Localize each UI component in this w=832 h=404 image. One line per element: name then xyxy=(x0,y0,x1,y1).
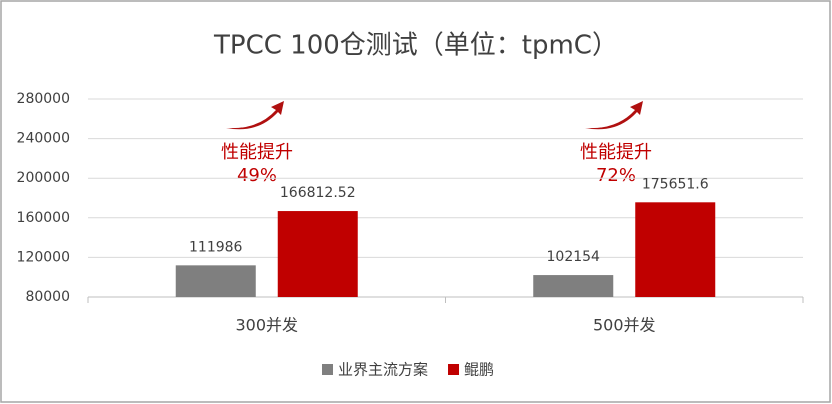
y-tick-label: 200000 xyxy=(17,170,70,186)
bar xyxy=(277,211,358,297)
annotation: 72% xyxy=(596,165,636,186)
bar xyxy=(533,275,614,297)
annotation: 性能提升 xyxy=(580,142,652,163)
legend-label: 鲲鹏 xyxy=(464,361,494,379)
chart-title: TPCC 100仓测试（单位：tpmC） xyxy=(213,31,618,61)
legend-swatch xyxy=(448,364,460,375)
bar xyxy=(175,265,256,297)
annotation-arrow xyxy=(226,101,643,130)
y-tick-label: 160000 xyxy=(17,210,70,226)
x-tick-label: 300并发 xyxy=(235,316,298,335)
annotation: 49% xyxy=(237,165,277,186)
y-tick-label: 120000 xyxy=(17,249,70,265)
annotation: 性能提升 xyxy=(221,142,293,163)
data-label: 102154 xyxy=(547,249,601,265)
y-tick-label: 280000 xyxy=(17,91,70,107)
legend-label: 业界主流方案 xyxy=(338,361,428,379)
legend-swatch xyxy=(322,364,333,375)
data-label: 175651.6 xyxy=(642,176,709,192)
x-tick-label: 500并发 xyxy=(593,316,656,335)
bar xyxy=(635,202,716,297)
data-label: 166812.52 xyxy=(280,185,356,201)
y-tick-label: 240000 xyxy=(17,131,70,147)
y-tick-label: 80000 xyxy=(25,289,70,305)
data-label: 111986 xyxy=(189,239,243,255)
